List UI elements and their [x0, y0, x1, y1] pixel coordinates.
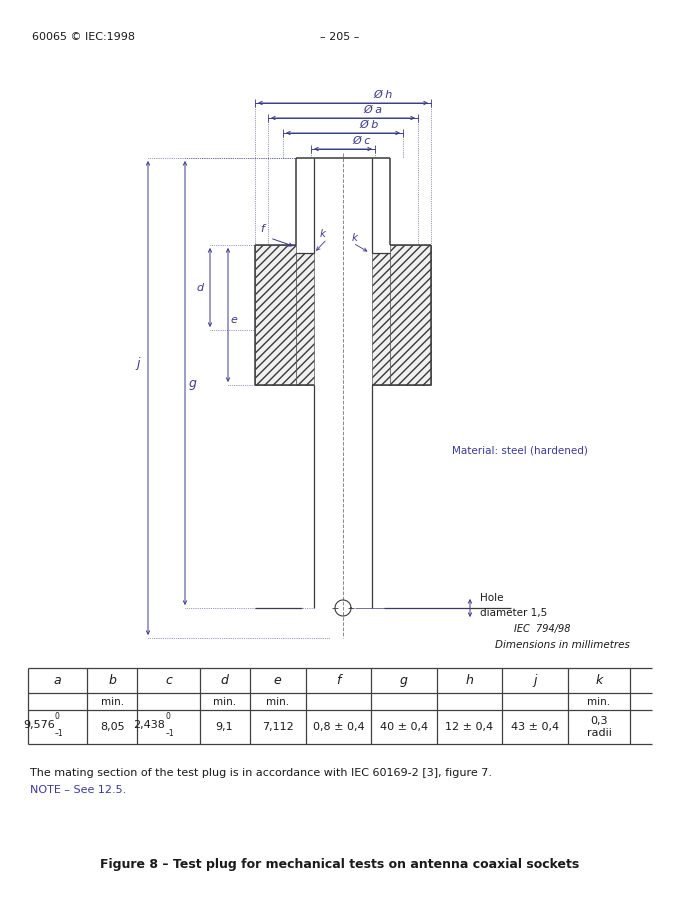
Text: f: f [336, 674, 341, 687]
Bar [255, 245, 296, 385]
Text: 0,8 ± 0,4: 0,8 ± 0,4 [313, 722, 364, 732]
Text: b: b [108, 674, 116, 687]
Text: min.: min. [588, 696, 611, 707]
Bar [390, 245, 431, 385]
Text: d: d [220, 674, 228, 687]
Text: k: k [320, 229, 326, 239]
Text: 2,438: 2,438 [133, 720, 165, 730]
Text: 0,3
radii: 0,3 radii [587, 716, 611, 738]
Text: h: h [466, 674, 473, 687]
Text: k: k [595, 674, 602, 687]
Text: IEC  794/98: IEC 794/98 [513, 624, 570, 634]
Text: NOTE – See 12.5.: NOTE – See 12.5. [30, 785, 126, 795]
Text: 60065 © IEC:1998: 60065 © IEC:1998 [32, 32, 135, 42]
Text: 40 ± 0,4: 40 ± 0,4 [380, 722, 428, 732]
Text: f: f [260, 224, 264, 234]
Text: c: c [165, 674, 172, 687]
Text: Ø c: Ø c [352, 136, 371, 146]
Text: 0: 0 [54, 712, 60, 721]
Text: min.: min. [101, 696, 124, 707]
Text: g: g [189, 377, 197, 389]
Text: Ø b: Ø b [359, 120, 378, 130]
Text: g: g [400, 674, 408, 687]
Text: Ø a: Ø a [363, 105, 382, 115]
Text: – 205 –: – 205 – [320, 32, 360, 42]
Text: j: j [533, 674, 537, 687]
Text: The mating section of the test plug is in accordance with IEC 60169-2 [3], figur: The mating section of the test plug is i… [30, 768, 492, 778]
Text: e: e [274, 674, 282, 687]
Text: –1: –1 [165, 729, 174, 738]
Text: j: j [136, 356, 140, 370]
Text: Figure 8 – Test plug for mechanical tests on antenna coaxial sockets: Figure 8 – Test plug for mechanical test… [101, 858, 579, 871]
Text: Ø h: Ø h [373, 90, 392, 100]
Text: min.: min. [213, 696, 236, 707]
Text: d: d [197, 283, 203, 292]
Text: min.: min. [266, 696, 289, 707]
Text: Hole: Hole [480, 593, 503, 603]
Text: diameter 1,5: diameter 1,5 [480, 608, 547, 618]
Text: Material: steel (hardened): Material: steel (hardened) [452, 445, 588, 455]
Text: e: e [231, 315, 237, 325]
Text: 9,576: 9,576 [23, 720, 54, 730]
Text: a: a [54, 674, 61, 687]
Text: 8,05: 8,05 [100, 722, 124, 732]
Text: 12 ± 0,4: 12 ± 0,4 [445, 722, 494, 732]
Text: k: k [352, 233, 358, 243]
Text: 0: 0 [165, 712, 170, 721]
Text: –1: –1 [54, 729, 63, 738]
Bar [296, 253, 314, 385]
Text: 9,1: 9,1 [216, 722, 233, 732]
Bar [372, 253, 390, 385]
Text: Dimensions in millimetres: Dimensions in millimetres [495, 640, 630, 650]
Text: 7,112: 7,112 [262, 722, 294, 732]
Text: 43 ± 0,4: 43 ± 0,4 [511, 722, 559, 732]
